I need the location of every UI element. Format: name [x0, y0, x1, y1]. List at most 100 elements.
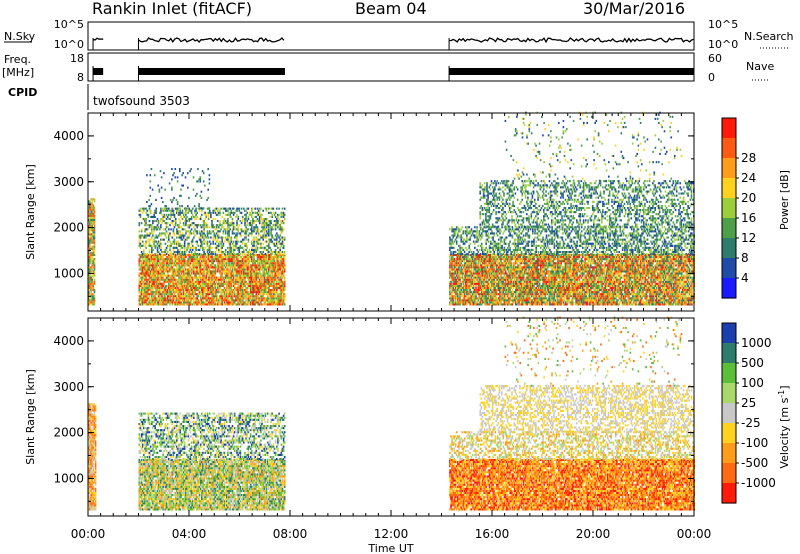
power-cell [149, 297, 151, 299]
power-cell [179, 299, 181, 301]
cpid-strip: CPID twofsound 3503 [8, 84, 190, 110]
power-cell [177, 287, 179, 289]
power-cell [94, 258, 96, 260]
power-cell [161, 287, 163, 289]
power-cell [143, 281, 145, 283]
power-cell [93, 287, 95, 289]
power-cell [178, 264, 180, 266]
power-cell [189, 268, 191, 270]
power-cell [173, 299, 175, 301]
nave-label: Nave [746, 60, 774, 73]
power-cell [89, 246, 91, 248]
power-cell [145, 301, 147, 303]
power-cell [196, 268, 198, 270]
power-cell [191, 301, 193, 303]
power-cell [172, 256, 174, 258]
power-cell [181, 301, 183, 303]
power-cell [154, 301, 156, 303]
power-cell [181, 291, 183, 293]
power-cell [147, 295, 149, 297]
power-cell [185, 293, 187, 295]
nsky-label: N.Sky [4, 30, 36, 43]
power-cell [94, 233, 96, 235]
freq-unit-label: [MHz] [2, 66, 34, 79]
power-cell [191, 275, 193, 277]
power-cell [196, 256, 198, 258]
power-cell [167, 266, 169, 268]
power-cell [94, 295, 96, 297]
power-cell [94, 237, 96, 239]
power-cell [94, 235, 96, 237]
power-cell [172, 303, 174, 305]
power-cell [94, 221, 96, 223]
nsky-strip: N.Sky 10^5 10^0 10^5 10^0 N.Search [4, 18, 794, 51]
power-cell [141, 295, 143, 297]
power-cell [94, 248, 96, 250]
power-cell [149, 268, 151, 270]
power-cell [181, 293, 183, 295]
power-cell [140, 258, 142, 260]
power-cell [164, 273, 166, 275]
power-cell [94, 240, 96, 242]
power-cell [91, 202, 93, 204]
power-cell [94, 291, 96, 293]
power-cell [184, 297, 186, 299]
power-cell [90, 291, 92, 293]
power-cell [158, 285, 160, 287]
power-cell [89, 200, 91, 202]
power-cell [169, 270, 171, 272]
power-cell [90, 277, 92, 279]
power-cell [196, 297, 198, 299]
power-cell [182, 283, 184, 285]
power-cell [145, 277, 147, 279]
station-title: Rankin Inlet (fitACF) [92, 0, 252, 18]
power-cell [168, 264, 170, 266]
nave-tick-high: 60 [708, 52, 722, 65]
power-cell [94, 252, 96, 254]
power-cell [94, 246, 96, 248]
power-cell [176, 260, 178, 262]
power-cell [174, 293, 176, 295]
power-cell [94, 223, 96, 225]
nsky-frame [88, 22, 694, 50]
power-cell [183, 289, 185, 291]
power-cell [184, 258, 186, 260]
power-cell [178, 285, 180, 287]
power-cell [185, 256, 187, 258]
power-cell [139, 275, 141, 277]
beam-title: Beam 04 [355, 0, 427, 18]
power-cell [198, 299, 200, 301]
power-cell [191, 299, 193, 301]
power-cell [182, 266, 184, 268]
cpid-label: CPID [8, 86, 37, 99]
power-cell [166, 287, 168, 289]
freq-tick-high: 18 [70, 52, 84, 65]
radar-summary-figure: Rankin Inlet (fitACF) Beam 04 30/Mar/201… [0, 0, 800, 554]
power-cell [184, 303, 186, 305]
power-cell [94, 200, 96, 202]
power-cell [139, 289, 141, 291]
power-cell [175, 254, 177, 256]
power-cell [89, 297, 91, 299]
power-cell [168, 277, 170, 279]
freq-trace [139, 68, 285, 75]
power-cell [198, 295, 200, 297]
power-cell [94, 279, 96, 281]
power-cell [176, 264, 178, 266]
power-cell [170, 295, 172, 297]
power-cell [164, 262, 166, 264]
nsky-trace [139, 38, 284, 42]
power-cell [94, 268, 96, 270]
power-cell [89, 275, 91, 277]
power-cell [190, 262, 192, 264]
power-cell [175, 287, 177, 289]
power-cell [149, 295, 151, 297]
power-cell [141, 283, 143, 285]
power-cell [160, 289, 162, 291]
power-cell [166, 285, 168, 287]
power-cell [174, 297, 176, 299]
power-cell [159, 291, 161, 293]
power-cell [166, 303, 168, 305]
power-cell [150, 262, 152, 264]
